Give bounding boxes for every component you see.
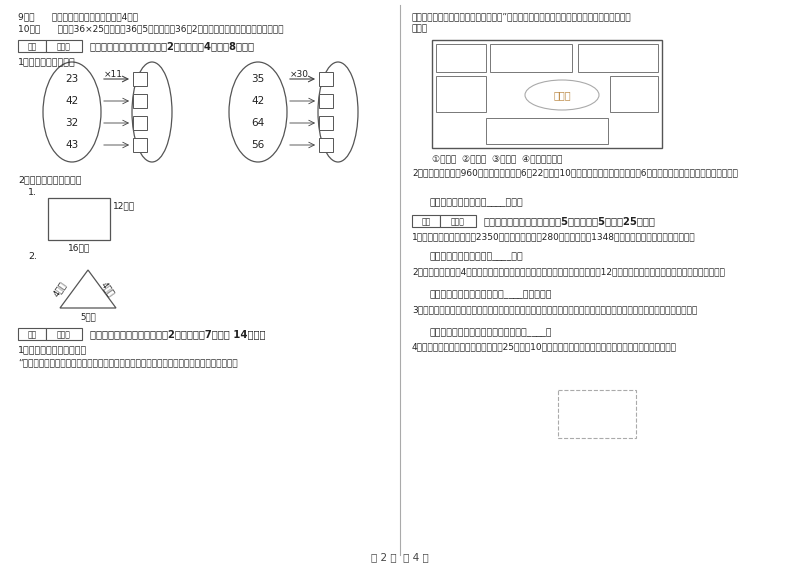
FancyBboxPatch shape (133, 72, 147, 86)
Text: 2、甲乙两城铁路长960千米，一列客车于6月22日上午10时从甲城开往乙城，当日晚上6时到达，这列火车每小时行多少千米？: 2、甲乙两城铁路长960千米，一列客车于6月22日上午10时从甲城开往乙城，当日… (412, 168, 738, 177)
Ellipse shape (43, 62, 101, 162)
Ellipse shape (229, 62, 287, 162)
Text: 23: 23 (66, 74, 78, 84)
Text: 3、王大伯家有一块菜地，他把其中的七分之二种白菜，七分之三种萝卜，种白菜和萝卜的地一共是这块地的几分之几？: 3、王大伯家有一块菜地，他把其中的七分之二种白菜，七分之三种萝卜，种白菜和萝卜的… (412, 305, 698, 314)
Text: 五、认真思考，综合能力（刱2小题，每题7分，共 14分）。: 五、认真思考，综合能力（刱2小题，每题7分，共 14分）。 (90, 329, 266, 339)
Text: 2.: 2. (28, 252, 37, 261)
Text: 16厘米: 16厘米 (68, 243, 90, 252)
FancyBboxPatch shape (18, 40, 46, 52)
Text: 评卷人: 评卷人 (57, 42, 71, 51)
Text: 六、活用知识，解决问题（刱5小题，每题5分，剣25分）。: 六、活用知识，解决问题（刱5小题，每题5分，剣25分）。 (484, 216, 656, 226)
FancyBboxPatch shape (436, 76, 486, 112)
Text: ×30: ×30 (290, 70, 309, 79)
Polygon shape (60, 270, 116, 308)
Text: 1、算一算，填一填。: 1、算一算，填一填。 (18, 57, 76, 66)
Text: 假山石: 假山石 (553, 90, 571, 100)
Text: 4分米: 4分米 (98, 280, 115, 298)
Text: 4、王大妈沿着一条河用篱笆围一个长25米，宽10米的长方形菜地，最少需要准备多长的篱笆？（见下图）: 4、王大妈沿着一条河用篱笆围一个长25米，宽10米的长方形菜地，最少需要准备多长… (412, 342, 677, 351)
Text: 边是男装区，男装区的南边是女装区。”。根据以上的描述请你把服装城的序号标在适当的位: 边是男装区，男装区的南边是女装区。”。根据以上的描述请你把服装城的序号标在适当的… (412, 12, 632, 21)
Text: 2、小华有一张边长4分米的手工纸，小伟的一张正方形手工纸边长比小华的短12厘米，小华的手工纸比小伟的大多少平方厘米？: 2、小华有一张边长4分米的手工纸，小伟的一张正方形手工纸边长比小华的短12厘米，… (412, 267, 725, 276)
FancyBboxPatch shape (486, 118, 608, 144)
Text: 1.: 1. (28, 188, 37, 197)
FancyBboxPatch shape (133, 94, 147, 108)
FancyBboxPatch shape (46, 328, 82, 340)
Text: 1、学校图书室原有故事晨2350本，现在又买来了280本，并借出了1348本，现在图书室有故事书多少本？: 1、学校图书室原有故事晨2350本，现在又买来了280本，并借出了1348本，现… (412, 232, 696, 241)
FancyBboxPatch shape (319, 116, 333, 130)
Text: 评卷人: 评卷人 (451, 217, 465, 226)
Text: 43: 43 (66, 140, 78, 150)
Text: 56: 56 (251, 140, 265, 150)
Text: 64: 64 (251, 118, 265, 128)
Text: 5分米: 5分米 (80, 312, 96, 321)
FancyBboxPatch shape (412, 215, 440, 227)
Text: 四、看清题目，细心计算（刱2小题，每题4分，刱8分）。: 四、看清题目，细心计算（刱2小题，每题4分，刱8分）。 (90, 41, 255, 51)
Text: 35: 35 (251, 74, 265, 84)
Text: 得分: 得分 (27, 330, 37, 339)
Text: 答：现在图书室有故事书____本。: 答：现在图书室有故事书____本。 (430, 252, 524, 261)
FancyBboxPatch shape (490, 44, 572, 72)
FancyBboxPatch shape (133, 138, 147, 152)
Ellipse shape (525, 80, 599, 110)
Text: 1、仔细观察，认真填空。: 1、仔细观察，认真填空。 (18, 345, 87, 354)
Text: 12厘米: 12厘米 (113, 201, 135, 210)
FancyBboxPatch shape (133, 116, 147, 130)
FancyBboxPatch shape (610, 76, 658, 112)
FancyBboxPatch shape (48, 198, 110, 240)
Text: 评卷人: 评卷人 (57, 330, 71, 339)
Text: ①童装区  ②男装区  ③女装区  ④中老年服装区: ①童装区 ②男装区 ③女装区 ④中老年服装区 (432, 154, 562, 163)
Ellipse shape (318, 62, 358, 162)
FancyBboxPatch shape (319, 138, 333, 152)
FancyBboxPatch shape (578, 44, 658, 72)
FancyBboxPatch shape (319, 94, 333, 108)
Text: 42: 42 (251, 96, 265, 106)
Text: 42: 42 (66, 96, 78, 106)
Text: 9．（      ）正方形的周长是它的边长的4倍。: 9．（ ）正方形的周长是它的边长的4倍。 (18, 12, 138, 21)
Text: 32: 32 (66, 118, 78, 128)
Text: 4分米: 4分米 (52, 280, 68, 298)
Text: 得分: 得分 (27, 42, 37, 51)
Text: 置上。: 置上。 (412, 24, 428, 33)
Text: “走进服装城大门，正北面是假山石和童装区，假山石的东面是中老年服装区，假山石的西北: “走进服装城大门，正北面是假山石和童装区，假山石的东面是中老年服装区，假山石的西… (18, 358, 238, 367)
FancyBboxPatch shape (46, 40, 82, 52)
Text: 10．（      ）计甧36×25时，先抄36和5相乘，再抄36和2相乘，最后把两次乘得的结果相加。: 10．（ ）计甧36×25时，先抄36和5相乘，再抄36和2相乘，最后把两次乘得… (18, 24, 283, 33)
Text: 2、求下面图形的周长。: 2、求下面图形的周长。 (18, 175, 82, 184)
Text: 答：这列火车每小时行____千米。: 答：这列火车每小时行____千米。 (430, 198, 524, 207)
Text: 答：小华的手工纸比小伟的大____平方厘米。: 答：小华的手工纸比小伟的大____平方厘米。 (430, 290, 553, 299)
Text: ×11: ×11 (104, 70, 123, 79)
FancyBboxPatch shape (432, 40, 662, 148)
Text: 得分: 得分 (422, 217, 430, 226)
Text: 第 2 页  共 4 页: 第 2 页 共 4 页 (371, 552, 429, 562)
FancyBboxPatch shape (436, 44, 486, 72)
FancyBboxPatch shape (440, 215, 476, 227)
FancyBboxPatch shape (558, 390, 636, 438)
Ellipse shape (132, 62, 172, 162)
Text: 答：种白菜和萝卜的地一共是这块地的____。: 答：种白菜和萝卜的地一共是这块地的____。 (430, 328, 553, 337)
FancyBboxPatch shape (319, 72, 333, 86)
FancyBboxPatch shape (18, 328, 46, 340)
